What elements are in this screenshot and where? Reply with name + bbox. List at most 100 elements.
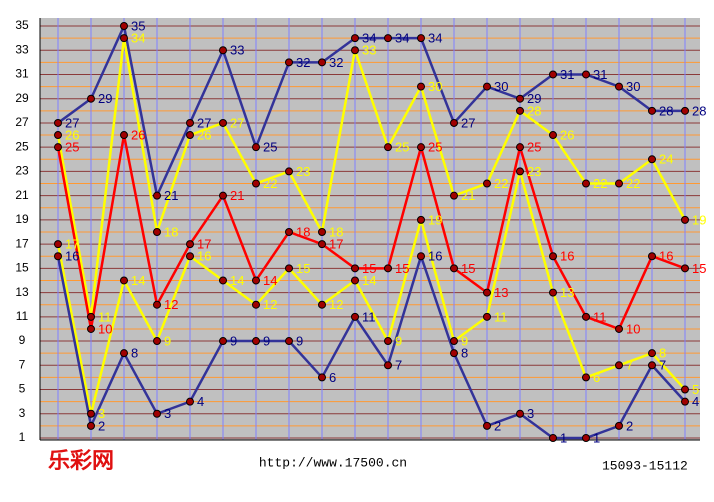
- point-marker: [285, 58, 293, 67]
- y-tick-label: 35: [15, 18, 29, 32]
- data-label: 28: [692, 103, 706, 118]
- y-tick-label: 7: [19, 357, 26, 371]
- data-label: 27: [197, 115, 211, 130]
- data-label: 9: [263, 333, 270, 348]
- point-marker: [219, 46, 227, 55]
- data-label: 9: [395, 333, 402, 348]
- data-label: 26: [65, 127, 79, 142]
- data-label: 2: [626, 418, 633, 433]
- data-label: 34: [131, 31, 145, 46]
- data-label: 32: [296, 55, 310, 70]
- series-line: [56, 252, 686, 440]
- point-marker: [384, 264, 392, 273]
- point-marker: [615, 82, 623, 91]
- point-marker: [318, 373, 326, 382]
- data-label: 16: [428, 249, 442, 264]
- point-marker: [681, 215, 689, 224]
- point-marker: [483, 179, 491, 188]
- data-label: 19: [692, 212, 706, 227]
- point-marker: [417, 34, 425, 43]
- data-label: 33: [362, 43, 376, 58]
- point-marker: [54, 131, 62, 140]
- data-label: 15: [296, 261, 310, 276]
- data-label: 9: [230, 333, 237, 348]
- data-label: 18: [329, 224, 343, 239]
- point-marker: [384, 361, 392, 370]
- data-label: 8: [659, 346, 666, 361]
- point-marker: [582, 70, 590, 79]
- point-marker: [318, 240, 326, 249]
- point-marker: [120, 349, 128, 358]
- data-label: 15: [692, 261, 706, 276]
- point-marker: [549, 131, 557, 140]
- data-label: 27: [230, 115, 244, 130]
- point-marker: [615, 179, 623, 188]
- data-label: 22: [626, 176, 640, 191]
- point-marker: [549, 288, 557, 297]
- data-label: 4: [197, 394, 204, 409]
- data-label: 25: [395, 140, 409, 155]
- data-label: 22: [593, 176, 607, 191]
- data-label: 15: [362, 261, 376, 276]
- data-label: 14: [230, 273, 244, 288]
- data-label: 3: [527, 406, 534, 421]
- y-tick-label: 21: [15, 188, 29, 202]
- data-label: 21: [461, 188, 475, 203]
- y-tick-label: 3: [19, 406, 26, 420]
- point-marker: [351, 312, 359, 321]
- point-marker: [648, 155, 656, 164]
- data-label: 27: [461, 115, 475, 130]
- point-marker: [417, 252, 425, 261]
- point-marker: [417, 82, 425, 91]
- y-tick-label: 25: [15, 139, 29, 153]
- data-label: 9: [296, 333, 303, 348]
- point-marker: [186, 252, 194, 261]
- data-label: 12: [164, 297, 178, 312]
- point-marker: [318, 300, 326, 309]
- data-label: 35: [131, 18, 145, 33]
- point-marker: [582, 312, 590, 321]
- data-label: 16: [65, 249, 79, 264]
- point-marker: [681, 385, 689, 394]
- y-tick-label: 31: [15, 67, 29, 81]
- data-label: 29: [98, 91, 112, 106]
- data-label: 28: [527, 103, 541, 118]
- point-marker: [516, 143, 524, 152]
- data-label: 15: [461, 261, 475, 276]
- y-tick-label: 5: [19, 382, 26, 396]
- point-marker: [318, 58, 326, 67]
- point-marker: [54, 143, 62, 152]
- point-marker: [54, 252, 62, 261]
- data-label: 25: [263, 140, 277, 155]
- point-marker: [450, 118, 458, 127]
- data-label: 34: [362, 31, 376, 46]
- point-marker: [549, 252, 557, 261]
- point-marker: [351, 46, 359, 55]
- point-marker: [186, 397, 194, 406]
- point-marker: [219, 337, 227, 346]
- data-label: 27: [65, 115, 79, 130]
- point-marker: [351, 276, 359, 285]
- point-marker: [252, 337, 260, 346]
- point-marker: [681, 264, 689, 273]
- series-line: [56, 171, 686, 415]
- logo: 乐彩网: [48, 448, 114, 474]
- data-label: 26: [197, 127, 211, 142]
- point-marker: [219, 118, 227, 127]
- point-marker: [252, 143, 260, 152]
- data-label: 12: [263, 297, 277, 312]
- point-marker: [615, 324, 623, 333]
- data-label: 34: [428, 31, 442, 46]
- data-label: 31: [560, 67, 574, 82]
- data-label: 7: [395, 358, 402, 373]
- point-marker: [351, 264, 359, 273]
- data-label: 1: [593, 430, 600, 445]
- data-label: 9: [461, 333, 468, 348]
- point-marker: [483, 288, 491, 297]
- point-marker: [582, 373, 590, 382]
- point-marker: [153, 191, 161, 200]
- point-marker: [483, 421, 491, 430]
- point-marker: [153, 337, 161, 346]
- data-label: 4: [692, 394, 699, 409]
